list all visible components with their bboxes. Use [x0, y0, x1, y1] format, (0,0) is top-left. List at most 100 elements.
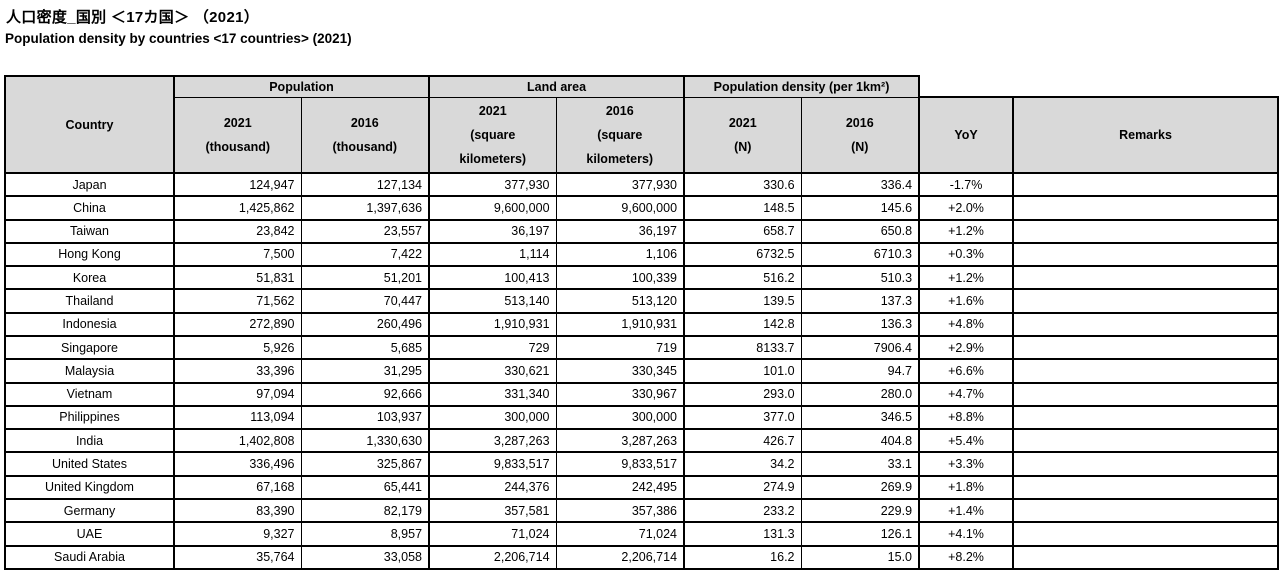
- land-area-2016-cell: 357,386: [556, 497, 686, 523]
- population-2021-cell: 7,500: [174, 241, 302, 267]
- header-year: 2021: [728, 115, 757, 130]
- density-2021-cell: 330.6: [684, 171, 802, 197]
- population-2021-cell: 1,402,808: [174, 428, 302, 453]
- density-2021-cell: 233.2: [684, 497, 802, 523]
- country-cell: Germany: [4, 497, 175, 523]
- land-area-2021-cell: 2,206,714: [429, 544, 557, 570]
- population-2016-cell: 260,496: [301, 311, 431, 336]
- yoy-cell: +5.4%: [919, 428, 1015, 453]
- population-2016-cell: 92,666: [301, 381, 431, 406]
- density-2016-cell: 7906.4: [801, 334, 921, 360]
- land-area-2016-cell: 71,024: [556, 521, 686, 546]
- yoy-cell: +3.3%: [919, 451, 1015, 476]
- density-2016-cell: 126.1: [801, 521, 921, 546]
- header-unit: (square kilometers): [586, 127, 654, 166]
- population-2021-cell: 67,168: [174, 474, 302, 499]
- table-row: Philippines 113,094 103,937 300,000 300,…: [4, 404, 1280, 430]
- population-2021-cell: 97,094: [174, 381, 302, 406]
- country-cell: Thailand: [4, 288, 175, 313]
- density-2021-cell: 8133.7: [684, 334, 802, 360]
- remarks-cell: [1013, 404, 1280, 430]
- page-title-japanese: 人口密度_国別 ＜17カ国＞ （2021）: [6, 9, 260, 26]
- land-area-2016-cell: 513,120: [556, 288, 686, 313]
- land-area-2016-cell: 300,000: [556, 404, 686, 430]
- density-2021-cell: 34.2: [684, 451, 802, 476]
- header-year: 2016: [845, 115, 874, 130]
- country-cell: United Kingdom: [4, 474, 175, 499]
- population-2016-cell: 325,867: [301, 451, 431, 476]
- density-2021-cell: 139.5: [684, 288, 802, 313]
- land-area-2021-cell: 377,930: [429, 171, 557, 197]
- land-area-2021-cell: 1,114: [429, 241, 557, 267]
- country-cell: Philippines: [4, 404, 175, 430]
- yoy-cell: +2.0%: [919, 195, 1015, 220]
- header-unit: (N): [734, 139, 752, 154]
- remarks-cell: [1013, 265, 1280, 290]
- land-area-2021-cell: 244,376: [429, 474, 557, 499]
- population-2021-cell: 1,425,862: [174, 195, 302, 220]
- table-row: Singapore 5,926 5,685 729 719 8133.7 790…: [4, 334, 1280, 360]
- density-2016-header: 2016 (N): [801, 96, 921, 173]
- population-2021-cell: 51,831: [174, 265, 302, 290]
- population-2021-cell: 5,926: [174, 334, 302, 360]
- density-2016-cell: 145.6: [801, 195, 921, 220]
- density-2021-cell: 6732.5: [684, 241, 802, 267]
- remarks-cell: [1013, 544, 1280, 570]
- group-header-land-area: Land area: [429, 75, 686, 98]
- country-cell: United States: [4, 451, 175, 476]
- land-area-2021-cell: 100,413: [429, 265, 557, 290]
- population-2021-cell: 9,327: [174, 521, 302, 546]
- remarks-cell: [1013, 195, 1280, 220]
- population-2016-cell: 103,937: [301, 404, 431, 430]
- density-2021-cell: 274.9: [684, 474, 802, 499]
- land-area-2021-cell: 331,340: [429, 381, 557, 406]
- density-2016-cell: 650.8: [801, 218, 921, 243]
- country-cell: UAE: [4, 521, 175, 546]
- density-2021-cell: 16.2: [684, 544, 802, 570]
- population-2016-cell: 33,058: [301, 544, 431, 570]
- remarks-cell: [1013, 218, 1280, 243]
- table-row: Germany 83,390 82,179 357,581 357,386 23…: [4, 497, 1280, 523]
- population-2016-cell: 31,295: [301, 358, 431, 383]
- header-spacer: [919, 76, 1279, 97]
- density-2021-cell: 293.0: [684, 381, 802, 406]
- density-2016-cell: 6710.3: [801, 241, 921, 267]
- land-area-2021-cell: 9,833,517: [429, 451, 557, 476]
- land-area-2016-cell: 36,197: [556, 218, 686, 243]
- yoy-cell: +6.6%: [919, 358, 1015, 383]
- land-area-2016-cell: 1,910,931: [556, 311, 686, 336]
- remarks-cell: [1013, 381, 1280, 406]
- land-area-2021-cell: 36,197: [429, 218, 557, 243]
- population-2021-cell: 33,396: [174, 358, 302, 383]
- land-area-2021-cell: 300,000: [429, 404, 557, 430]
- density-2021-header: 2021 (N): [684, 96, 802, 173]
- country-cell: Saudi Arabia: [4, 544, 175, 570]
- header-unit: (thousand): [332, 139, 398, 154]
- yoy-cell: -1.7%: [919, 171, 1015, 197]
- density-2021-cell: 131.3: [684, 521, 802, 546]
- land-area-2021-cell: 9,600,000: [429, 195, 557, 220]
- population-2016-cell: 5,685: [301, 334, 431, 360]
- population-2016-cell: 7,422: [301, 241, 431, 267]
- density-2016-cell: 229.9: [801, 497, 921, 523]
- table-row: Saudi Arabia 35,764 33,058 2,206,714 2,2…: [4, 544, 1280, 570]
- country-cell: Japan: [4, 171, 175, 197]
- population-density-table: Country Population Land area Population …: [4, 75, 1280, 570]
- land-area-2016-cell: 377,930: [556, 171, 686, 197]
- land-area-2016-cell: 330,345: [556, 358, 686, 383]
- density-2021-cell: 148.5: [684, 195, 802, 220]
- population-2021-cell: 336,496: [174, 451, 302, 476]
- table-row: Indonesia 272,890 260,496 1,910,931 1,91…: [4, 311, 1280, 336]
- density-2016-cell: 336.4: [801, 171, 921, 197]
- population-2016-cell: 51,201: [301, 265, 431, 290]
- density-2016-cell: 404.8: [801, 428, 921, 453]
- table-row: Hong Kong 7,500 7,422 1,114 1,106 6732.5…: [4, 241, 1280, 267]
- remarks-cell: [1013, 428, 1280, 453]
- remarks-column-header: Remarks: [1013, 96, 1280, 173]
- remarks-cell: [1013, 451, 1280, 476]
- density-2016-cell: 33.1: [801, 451, 921, 476]
- population-2016-header: 2016 (thousand): [301, 96, 431, 173]
- population-2016-cell: 127,134: [301, 171, 431, 197]
- country-cell: Korea: [4, 265, 175, 290]
- group-header-row: Country Population Land area Population …: [4, 75, 1279, 174]
